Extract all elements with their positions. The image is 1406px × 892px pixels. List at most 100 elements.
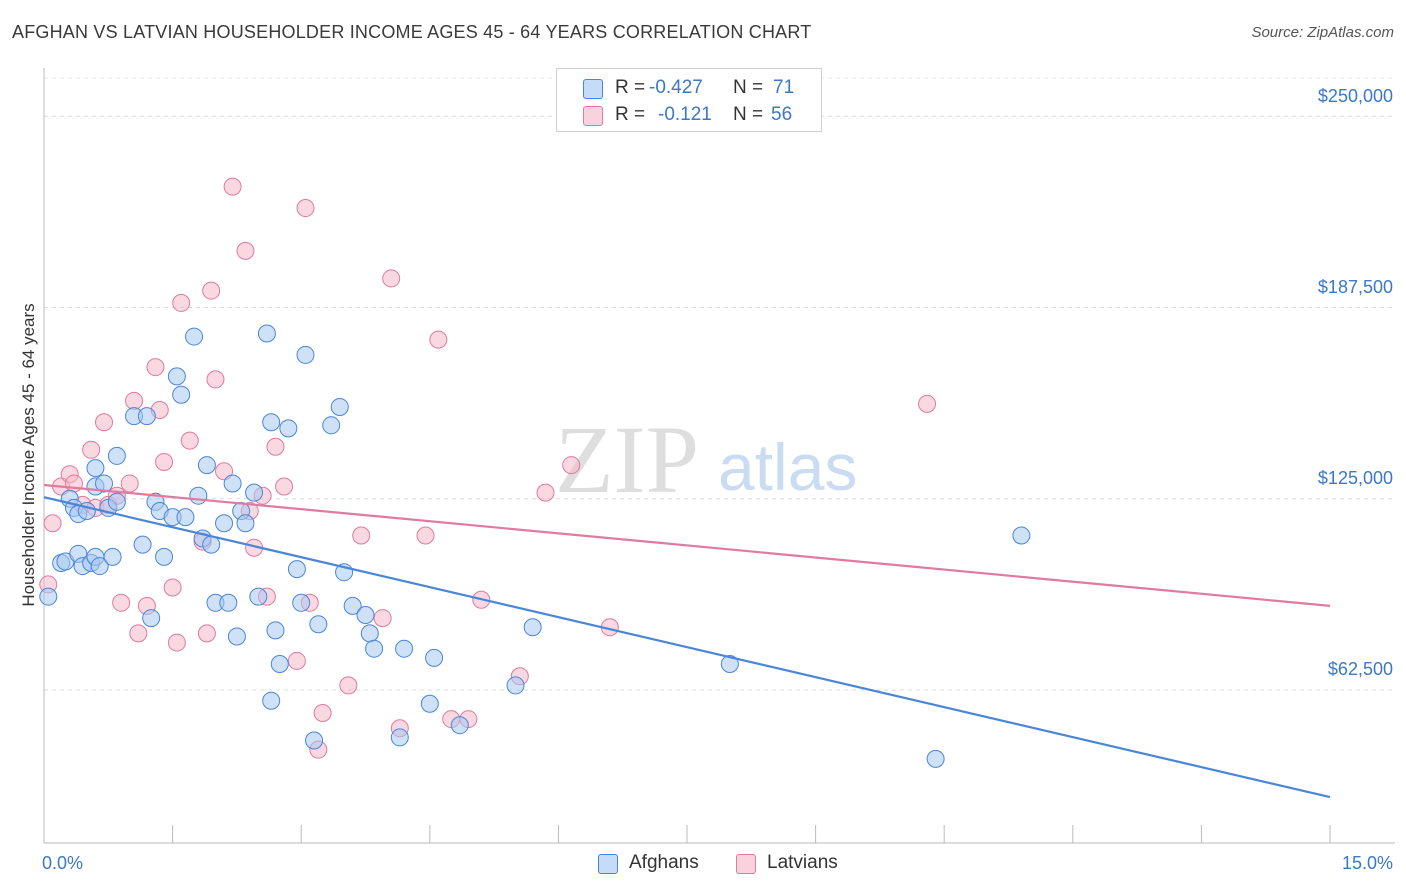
afghans-point (720, 654, 739, 673)
latvians-point (95, 413, 114, 432)
afghans-point (103, 547, 122, 566)
afghans-point (249, 587, 268, 606)
latvians-point (163, 578, 182, 597)
afghans-point (257, 324, 276, 343)
afghans-point (279, 419, 298, 438)
afghans-point (523, 618, 542, 637)
afghans-point (292, 593, 311, 612)
latvians-point (223, 177, 242, 196)
legend-row-afghans: R = -0.427 N = 71 (557, 75, 821, 101)
afghans-point (236, 514, 255, 533)
latvians-point (167, 633, 186, 652)
chart-title: AFGHAN VS LATVIAN HOUSEHOLDER INCOME AGE… (12, 22, 812, 42)
latvians-point (43, 514, 62, 533)
source-label: Source: ZipAtlas.com (1251, 24, 1394, 41)
latvians-point (562, 456, 581, 475)
r-value: -0.121 (658, 104, 712, 125)
afghans-point (107, 492, 126, 511)
latvians-trend-line (43, 483, 1331, 607)
afghans-swatch (583, 79, 603, 99)
afghans-point (167, 367, 186, 386)
afghans-point (450, 716, 469, 735)
afghans-point (185, 327, 204, 346)
afghans-point (215, 514, 234, 533)
watermark-atlas: atlas (718, 430, 857, 504)
afghans-trend-line (43, 496, 1331, 799)
y-tick-label: $187,500 (1317, 277, 1393, 297)
afghans-point (266, 621, 285, 640)
afghans-point (133, 535, 152, 554)
afghans-point (95, 474, 114, 493)
latvians-point (313, 703, 332, 722)
afghans-point (425, 648, 444, 667)
latvians-point (202, 281, 221, 300)
afghans-point (172, 385, 191, 404)
latvians-point (112, 593, 131, 612)
afghans-point (390, 728, 409, 747)
latvians-point (82, 440, 101, 459)
afghans-point (506, 676, 525, 695)
afghans-point (262, 413, 281, 432)
afghans-point (223, 474, 242, 493)
latvians-point (416, 526, 435, 545)
x-tick-label: 15.0% (1341, 853, 1393, 873)
afghans-point (322, 416, 341, 435)
y-tick-label: $250,000 (1317, 86, 1393, 106)
afghans-point (227, 627, 246, 646)
latvians-point (296, 199, 315, 218)
r-label: R = (615, 77, 646, 98)
r-label: R = (615, 104, 646, 125)
afghans-point (287, 560, 306, 579)
latvians-point (180, 431, 199, 450)
afghans-point (219, 593, 238, 612)
afghans-point (330, 397, 349, 416)
afghans-point (365, 639, 384, 658)
latvians-point (120, 474, 139, 493)
afghans-point (309, 615, 328, 634)
legend-label: Latvians (767, 852, 838, 873)
latvians-point (266, 437, 285, 456)
afghans-point (296, 345, 315, 364)
latvians-point (236, 241, 255, 260)
afghans-point (90, 557, 109, 576)
watermark-zip: ZIP (555, 406, 699, 513)
latvians-point (382, 269, 401, 288)
afghans-point (395, 639, 414, 658)
r-value: -0.427 (649, 77, 703, 98)
latvians-point (125, 391, 144, 410)
latvians-point (215, 462, 234, 481)
afghans-point (189, 486, 208, 505)
afghans-point (1012, 526, 1031, 545)
afghans-point (176, 508, 195, 527)
latvians-point (172, 293, 191, 312)
y-tick-label: $125,000 (1317, 468, 1393, 488)
afghans-point (39, 587, 58, 606)
latvians-point (275, 477, 294, 496)
afghans-point (420, 694, 439, 713)
latvians-point (155, 453, 174, 472)
n-value: 71 (773, 77, 795, 98)
afghans-point (926, 749, 945, 768)
y-axis-label: Householder Income Ages 45 - 64 years (19, 303, 38, 607)
n-value: 56 (771, 104, 793, 125)
latvians-point (352, 526, 371, 545)
afghans-point (107, 446, 126, 465)
n-label: N = (733, 77, 764, 98)
latvians-point (129, 624, 148, 643)
afghans-point (343, 596, 362, 615)
latvians-point (918, 394, 937, 413)
latvians-point (146, 358, 165, 377)
n-label: N = (733, 104, 764, 125)
afghans-point (197, 456, 216, 475)
afghans-point (305, 731, 324, 750)
afghans-point (142, 609, 161, 628)
latvians-point (339, 676, 358, 695)
y-tick-label: $62,500 (1327, 659, 1393, 679)
legend-row-latvians: R = -0.121 N = 56 (557, 102, 821, 128)
afghans-point (245, 483, 264, 502)
afghans-point (155, 547, 174, 566)
afghans-point (360, 624, 379, 643)
latvians-point (373, 609, 392, 628)
latvians-legend-swatch (736, 854, 756, 874)
